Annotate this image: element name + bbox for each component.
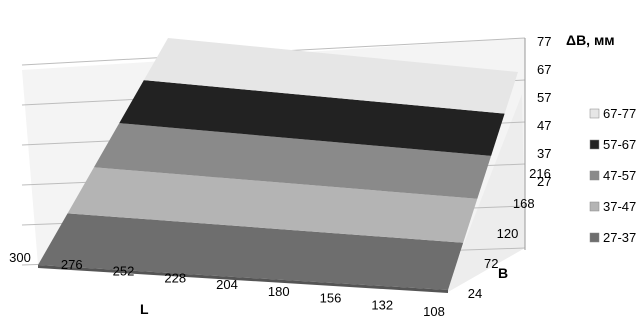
surface-band-27-37 [38,213,464,290]
z-tick-label: 67 [537,62,551,77]
x-axis-title: L [140,301,149,317]
legend: 67-77 57-67 47-57 37-47 27-37 [589,106,636,245]
z-tick-label: 37 [537,146,551,161]
legend-label: 47-57 [603,168,636,183]
y-tick-label: 168 [513,196,535,211]
z-axis-title: ΔB, мм [566,32,615,48]
z-tick-label: 27 [537,174,551,189]
legend-swatch [589,139,600,150]
x-tick-label: 180 [268,284,290,299]
legend-label: 67-77 [603,106,636,121]
y-tick-label: 216 [529,166,551,181]
legend-label: 57-67 [603,137,636,152]
x-tick-label: 252 [113,264,135,279]
x-tick-label: 132 [371,297,393,312]
x-tick-label: 228 [164,270,186,285]
legend-swatch [589,170,600,181]
x-tick-label: 108 [423,304,445,319]
z-axis-ticks: 27 37 47 57 67 77 [537,34,551,189]
z-tick-label: 47 [537,118,551,133]
y-tick-label: 120 [497,226,519,241]
legend-swatch [589,108,600,119]
surface-band-47-57 [93,123,492,199]
surface-band-67-77 [143,38,518,114]
surface-bands [38,38,518,293]
y-tick-label: 24 [468,286,482,301]
surface-band-57-67 [119,80,505,156]
y-tick-label: 72 [484,256,498,271]
surface-front-edge [38,265,448,293]
side-wall [446,94,525,292]
x-tick-label: 204 [216,277,238,292]
x-tick-label: 156 [320,291,342,306]
legend-label: 37-47 [603,199,636,214]
legend-label: 27-37 [603,230,636,245]
legend-swatch [589,232,600,243]
y-axis-title: B [498,265,508,281]
x-axis-ticks: 300 276 252 228 204 180 156 132 108 [9,250,445,319]
z-tick-label: 57 [537,90,551,105]
x-tick-label: 276 [61,257,83,272]
z-tick-label: 77 [537,34,551,49]
x-tick-label: 300 [9,250,31,265]
legend-swatch [589,201,600,212]
surface-band-37-47 [67,167,478,243]
